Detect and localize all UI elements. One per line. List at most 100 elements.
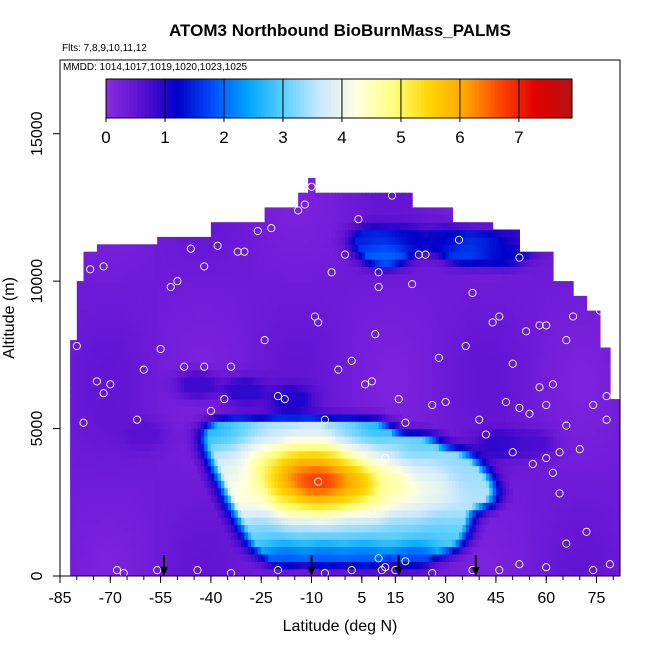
heatmap-cell bbox=[345, 472, 349, 481]
heatmap-cell bbox=[254, 229, 259, 238]
heatmap-cell bbox=[355, 192, 360, 201]
heatmap-cell bbox=[278, 450, 282, 459]
heatmap-cell bbox=[358, 443, 363, 452]
heatmap-cell bbox=[180, 450, 185, 459]
heatmap-cell bbox=[324, 251, 329, 260]
heatmap-cell bbox=[288, 465, 292, 474]
heatmap-cell bbox=[147, 332, 152, 341]
heatmap-cell bbox=[405, 259, 410, 267]
heatmap-cell bbox=[271, 369, 276, 378]
heatmap-cell bbox=[204, 487, 209, 496]
heatmap-cell bbox=[331, 318, 336, 326]
heatmap-cell bbox=[180, 458, 185, 467]
heatmap-cell bbox=[187, 561, 192, 570]
heatmap-cell bbox=[294, 229, 299, 238]
heatmap-cell bbox=[314, 458, 319, 467]
heatmap-cell bbox=[284, 546, 289, 555]
heatmap-cell bbox=[335, 539, 339, 548]
heatmap-cell bbox=[123, 435, 128, 444]
heatmap-cell bbox=[73, 458, 78, 467]
heatmap-cell bbox=[177, 561, 182, 570]
heatmap-cell bbox=[261, 435, 266, 444]
heatmap-cell bbox=[194, 561, 199, 570]
heatmap-cell bbox=[150, 568, 155, 576]
heatmap-cell bbox=[408, 281, 413, 290]
heatmap-cell bbox=[335, 509, 339, 518]
heatmap-cell bbox=[378, 266, 383, 275]
heatmap-cell bbox=[127, 266, 132, 275]
heatmap-cell bbox=[375, 369, 380, 378]
heatmap-cell bbox=[395, 318, 400, 326]
heatmap-cell bbox=[221, 406, 225, 415]
heatmap-cell bbox=[358, 266, 363, 275]
heatmap-cell bbox=[113, 509, 118, 518]
heatmap-cell bbox=[210, 524, 215, 533]
heatmap-cell bbox=[133, 310, 138, 319]
heatmap-cell bbox=[365, 214, 370, 223]
heatmap-cell bbox=[274, 303, 279, 312]
heatmap-cell bbox=[267, 281, 272, 290]
heatmap-cell bbox=[217, 369, 222, 378]
heatmap-cell bbox=[204, 236, 209, 245]
heatmap-cell bbox=[254, 251, 259, 260]
heatmap-cell bbox=[76, 435, 81, 444]
heatmap-cell bbox=[194, 480, 199, 489]
heatmap-cell bbox=[190, 428, 195, 437]
heatmap-cell bbox=[204, 524, 209, 533]
heatmap-cell bbox=[314, 509, 319, 518]
heatmap-cell bbox=[70, 347, 75, 356]
heatmap-cell bbox=[324, 517, 329, 525]
heatmap-cell bbox=[375, 259, 380, 267]
heatmap-cell bbox=[140, 369, 145, 378]
heatmap-cell bbox=[314, 524, 319, 533]
heatmap-cell bbox=[237, 354, 242, 363]
heatmap-cell bbox=[153, 266, 158, 275]
heatmap-cell bbox=[348, 369, 353, 378]
heatmap-cell bbox=[164, 266, 168, 275]
heatmap-cell bbox=[103, 266, 108, 275]
heatmap-cell bbox=[257, 340, 262, 349]
heatmap-cell bbox=[137, 435, 142, 444]
heatmap-cell bbox=[106, 251, 111, 260]
heatmap-cell bbox=[257, 354, 262, 363]
heatmap-cell bbox=[355, 340, 360, 349]
heatmap-cell bbox=[157, 281, 162, 290]
heatmap-cell bbox=[76, 421, 81, 430]
heatmap-cell bbox=[180, 561, 185, 570]
heatmap-cell bbox=[86, 369, 91, 378]
heatmap-cell bbox=[395, 494, 400, 503]
heatmap-cell bbox=[355, 325, 360, 334]
heatmap-cell bbox=[321, 391, 326, 400]
heatmap-cell bbox=[244, 384, 249, 393]
heatmap-cell bbox=[231, 494, 235, 503]
heatmap-cell bbox=[324, 391, 329, 400]
heatmap-cell bbox=[388, 369, 393, 378]
heatmap-cell bbox=[412, 494, 417, 503]
heatmap-cell bbox=[392, 546, 396, 555]
heatmap-cell bbox=[381, 487, 386, 496]
heatmap-cell bbox=[227, 273, 232, 282]
heatmap-cell bbox=[177, 303, 182, 312]
heatmap-cell bbox=[160, 288, 165, 297]
heatmap-cell bbox=[90, 377, 95, 385]
heatmap-cell bbox=[348, 347, 353, 356]
heatmap-cell bbox=[70, 458, 75, 467]
heatmap-cell bbox=[180, 377, 185, 385]
heatmap-cell bbox=[227, 266, 232, 275]
heatmap-cell bbox=[261, 509, 266, 518]
heatmap-cell bbox=[224, 443, 229, 452]
heatmap-cell bbox=[96, 295, 101, 304]
heatmap-cell bbox=[110, 406, 115, 415]
heatmap-cell bbox=[200, 568, 205, 576]
heatmap-cell bbox=[385, 443, 390, 452]
heatmap-cell bbox=[110, 546, 115, 555]
heatmap-cell bbox=[398, 458, 403, 467]
heatmap-cell bbox=[311, 384, 316, 393]
heatmap-cell bbox=[190, 458, 195, 467]
heatmap-cell bbox=[113, 568, 118, 576]
heatmap-cell bbox=[314, 281, 319, 290]
heatmap-cell bbox=[381, 472, 386, 481]
heatmap-cell bbox=[237, 421, 242, 430]
heatmap-cell bbox=[412, 443, 417, 452]
heatmap-cell bbox=[204, 465, 209, 474]
